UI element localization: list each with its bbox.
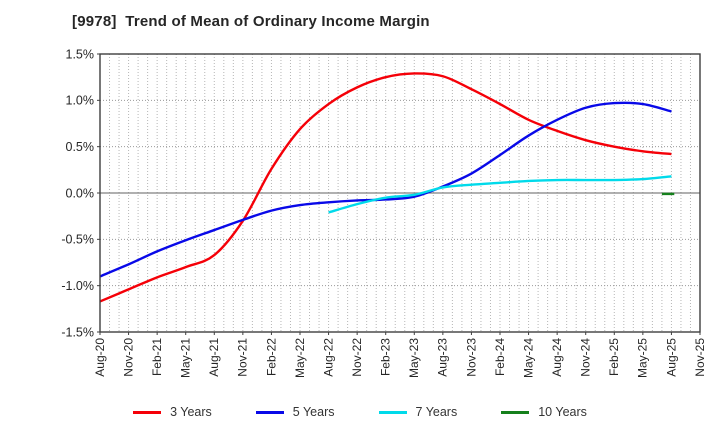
y-tick-label: -1.0%	[61, 279, 94, 293]
x-tick-label: Aug-22	[321, 338, 335, 377]
series-line-7-years	[328, 175, 672, 214]
legend-label-5-years: 5 Years	[292, 405, 335, 419]
x-tick-label: Feb-22	[264, 338, 278, 376]
y-tick-label: 0.5%	[66, 140, 95, 154]
legend-item-7-years: 7 Years	[378, 405, 458, 419]
x-tick-label: Feb-23	[379, 338, 393, 376]
y-tick-label: 1.0%	[66, 94, 95, 108]
x-tick-label: May-23	[407, 338, 421, 378]
legend-swatch-5-years	[255, 410, 284, 414]
x-tick-label: May-21	[179, 338, 193, 378]
series-line-5-years	[99, 101, 672, 278]
x-tick-label: Nov-22	[350, 338, 364, 377]
y-tick-label: -1.5%	[61, 325, 94, 339]
x-tick-label: Nov-25	[693, 338, 707, 377]
x-tick-label: Aug-21	[207, 338, 221, 377]
legend-swatch-3-years	[133, 410, 162, 414]
x-tick-label: May-22	[293, 338, 307, 378]
x-tick-label: May-24	[521, 338, 535, 378]
legend-swatch-7-years	[378, 410, 407, 414]
legend-item-10-years: 10 Years	[501, 405, 587, 419]
x-tick-label: Nov-24	[579, 338, 593, 377]
x-tick-label: Aug-24	[550, 338, 564, 377]
y-tick-label: 0.0%	[66, 186, 95, 200]
x-tick-label: Feb-24	[493, 338, 507, 376]
legend-label-7-years: 7 Years	[415, 405, 458, 419]
legend-item-5-years: 5 Years	[255, 405, 335, 419]
x-tick-label: May-25	[636, 338, 650, 378]
legend: 3 Years 5 Years 7 Years 10 Years	[0, 405, 720, 419]
legend-label-3-years: 3 Years	[170, 405, 212, 419]
legend-label-10-years: 10 Years	[538, 405, 587, 419]
chart-title: [9978] Trend of Mean of Ordinary Income …	[72, 13, 430, 30]
x-tick-label: Nov-21	[236, 338, 250, 377]
y-tick-label: 1.5%	[66, 47, 95, 61]
y-tick-label: -0.5%	[61, 233, 94, 247]
x-tick-label: Feb-25	[607, 338, 621, 376]
x-tick-label: Nov-20	[121, 338, 135, 377]
x-tick-label: Aug-23	[436, 338, 450, 377]
x-tick-label: Feb-21	[150, 338, 164, 376]
x-tick-label: Nov-23	[464, 338, 478, 377]
x-tick-label: Aug-20	[93, 338, 107, 377]
legend-item-3-years: 3 Years	[133, 405, 212, 419]
x-tick-label: Aug-25	[664, 338, 678, 377]
series-line-3-years	[99, 72, 672, 303]
legend-swatch-10-years	[501, 410, 530, 414]
